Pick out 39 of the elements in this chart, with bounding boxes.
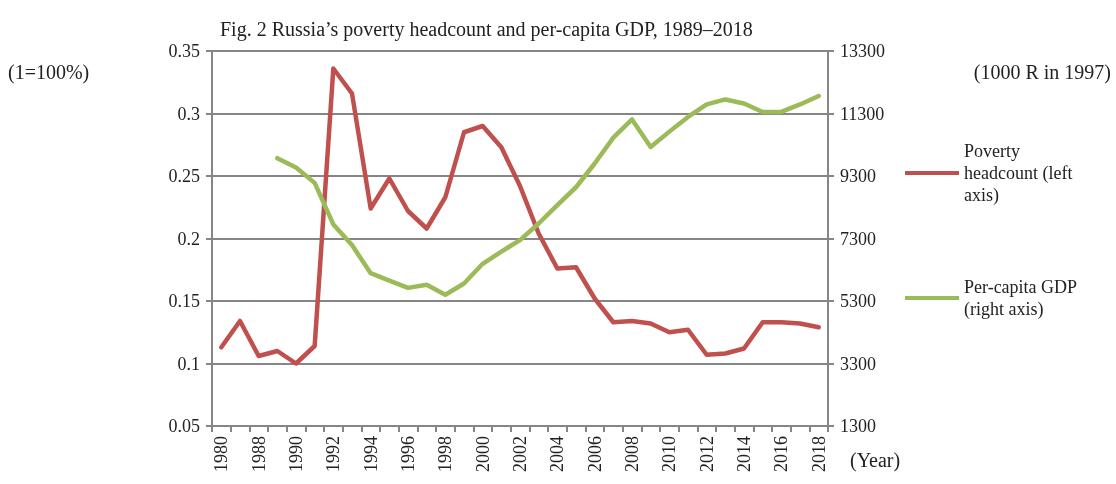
x-tick-label: 2010 [659, 436, 680, 472]
y2-tick-label: 5300 [840, 291, 876, 311]
x-tick-label: 1998 [435, 436, 456, 472]
line-series [219, 66, 821, 366]
y-tick-label: 0.1 [177, 353, 200, 374]
x-tick-label: 1994 [360, 436, 381, 472]
x-tick-label: 2000 [472, 436, 493, 472]
y-tick-label: 0.15 [168, 291, 200, 311]
chart-title: Fig. 2 Russia’s poverty headcount and per-capita GDP, 1989–2018 [220, 18, 753, 41]
y2-tick-label: 7300 [840, 228, 876, 249]
x-tick-label: 2016 [771, 436, 792, 472]
x-tick-label: 2012 [696, 436, 717, 472]
y2-tick-label: 9300 [840, 166, 876, 186]
y2-tick-label: 13300 [840, 41, 885, 61]
x-tick-label: 1996 [398, 436, 418, 472]
legend-label: Poverty headcount (left axis) [964, 141, 1077, 206]
y2-tick-label: 1300 [840, 416, 876, 436]
x-tick-label: 1980 [211, 436, 232, 472]
x-tick-label: 2002 [510, 436, 530, 472]
line-series [275, 93, 821, 297]
y-tick-label: 0.2 [177, 228, 200, 249]
y2-tick-label: 11300 [840, 103, 885, 124]
x-tick-label: 1988 [248, 436, 269, 472]
y-tick-label: 0.25 [168, 166, 200, 186]
x-tick-label: 2008 [622, 436, 642, 472]
x-tick-label: 2004 [547, 436, 568, 472]
x-tick-label: 2006 [584, 436, 605, 472]
y2-axis-title: (1000 R in 1997) [973, 61, 1111, 84]
x-axis-title: (Year) [850, 449, 901, 472]
x-tick-label: 1990 [286, 436, 306, 472]
legend-label: Per-capita GDP (right axis) [964, 277, 1081, 320]
y-tick-label: 0.3 [177, 103, 200, 124]
x-tick-label: 2018 [808, 436, 829, 472]
x-tick-label: 2014 [734, 436, 754, 472]
y2-tick-label: 3300 [840, 353, 876, 374]
y-tick-label: 0.05 [168, 416, 200, 436]
y-tick-label: 0.35 [168, 41, 200, 61]
x-tick-label: 1992 [323, 436, 344, 472]
y-axis-title: (1=100%) [8, 61, 90, 84]
